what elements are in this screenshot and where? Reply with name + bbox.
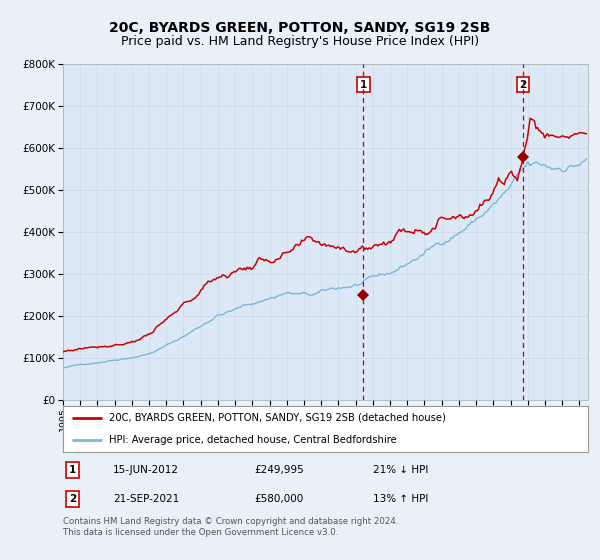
Text: 21% ↓ HPI: 21% ↓ HPI bbox=[373, 465, 428, 475]
Text: Contains HM Land Registry data © Crown copyright and database right 2024.
This d: Contains HM Land Registry data © Crown c… bbox=[63, 517, 398, 537]
Text: HPI: Average price, detached house, Central Bedfordshire: HPI: Average price, detached house, Cent… bbox=[109, 435, 397, 445]
Text: Price paid vs. HM Land Registry's House Price Index (HPI): Price paid vs. HM Land Registry's House … bbox=[121, 35, 479, 48]
Text: 2: 2 bbox=[520, 80, 527, 90]
Text: 15-JUN-2012: 15-JUN-2012 bbox=[113, 465, 179, 475]
Text: 1: 1 bbox=[70, 465, 77, 475]
Text: £580,000: £580,000 bbox=[254, 494, 304, 504]
Text: 1: 1 bbox=[360, 80, 367, 90]
Text: £249,995: £249,995 bbox=[254, 465, 304, 475]
Text: 13% ↑ HPI: 13% ↑ HPI bbox=[373, 494, 428, 504]
Text: 20C, BYARDS GREEN, POTTON, SANDY, SG19 2SB (detached house): 20C, BYARDS GREEN, POTTON, SANDY, SG19 2… bbox=[109, 413, 446, 423]
Text: 2: 2 bbox=[70, 494, 77, 504]
Text: 20C, BYARDS GREEN, POTTON, SANDY, SG19 2SB: 20C, BYARDS GREEN, POTTON, SANDY, SG19 2… bbox=[109, 21, 491, 35]
Text: 21-SEP-2021: 21-SEP-2021 bbox=[113, 494, 179, 504]
